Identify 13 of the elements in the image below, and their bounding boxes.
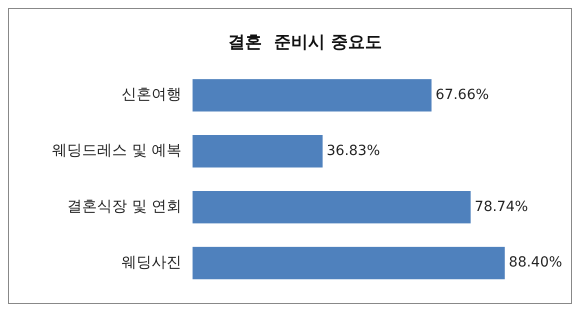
data-label: 67.66% [436,86,489,103]
bar [192,79,432,112]
data-label: 78.74% [474,198,528,215]
bar [192,190,471,224]
y-tick-label: 신혼여행 [122,85,182,104]
y-tick-label: 웨딩드레스 및 예복 [52,141,182,160]
data-label: 88.40% [508,254,562,271]
y-tick-label: 결혼식장 및 연회 [66,197,182,216]
data-label: 36.83% [326,142,380,159]
bar [192,135,323,168]
y-tick-label: 웨딩사진 [122,252,182,271]
bar [192,246,505,280]
chart-title: 결혼 준비시 중요도 [228,32,382,53]
